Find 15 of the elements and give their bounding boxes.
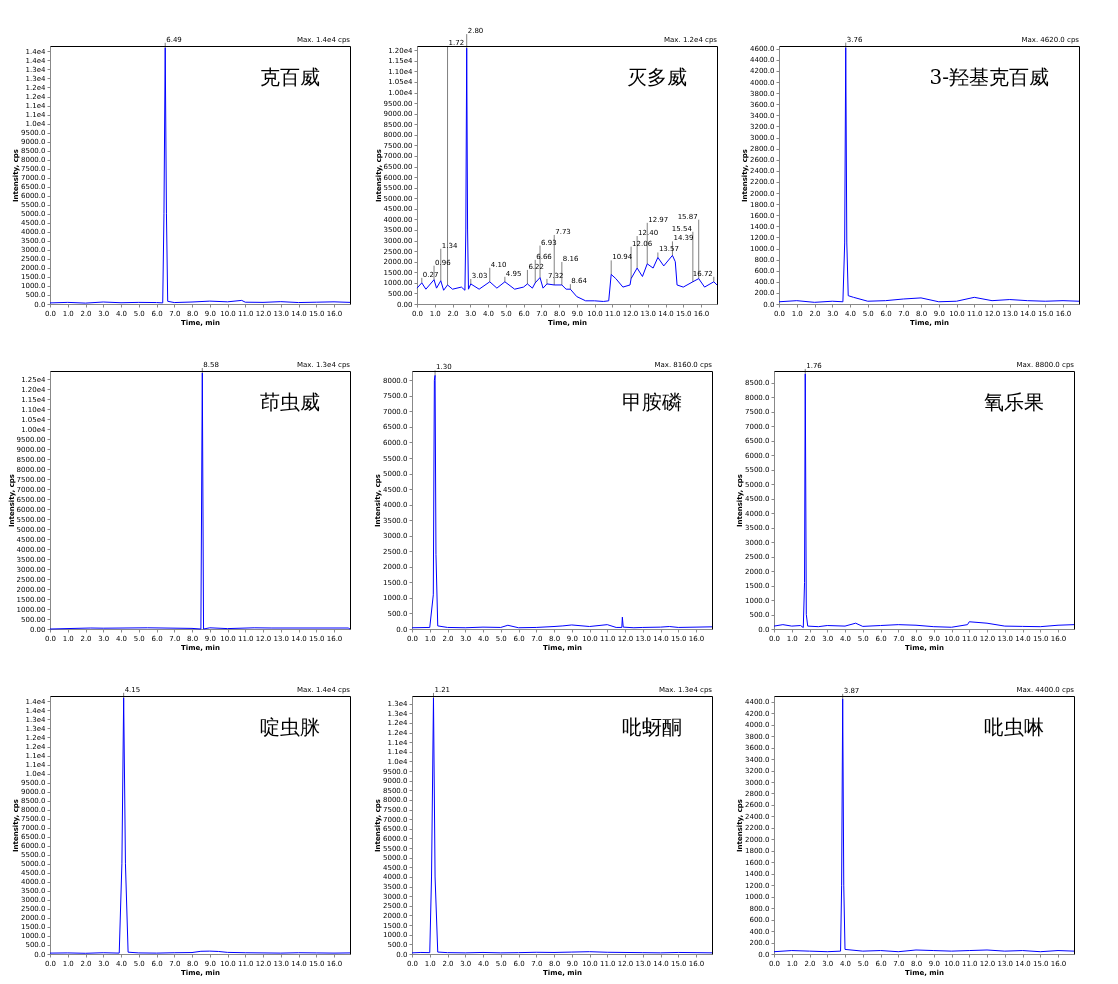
annotation: 茚虫威 (260, 390, 320, 414)
line-series (49, 47, 351, 304)
line-series (49, 697, 351, 954)
line-series (49, 372, 351, 630)
line-series (773, 373, 1075, 629)
annotation: 甲胺磷 (622, 390, 682, 414)
line-series (411, 374, 713, 629)
annotation: 吡蚜酮 (622, 715, 682, 739)
annotation: 灭多威 (627, 65, 687, 89)
annotation: 3-羟基克百威 (929, 65, 1049, 89)
annotation: 克百威 (260, 65, 320, 89)
annotation: 吡虫啉 (984, 715, 1044, 739)
line-series (411, 697, 713, 954)
annotation: 氧乐果 (984, 390, 1044, 414)
annotation: 啶虫脒 (260, 715, 320, 739)
